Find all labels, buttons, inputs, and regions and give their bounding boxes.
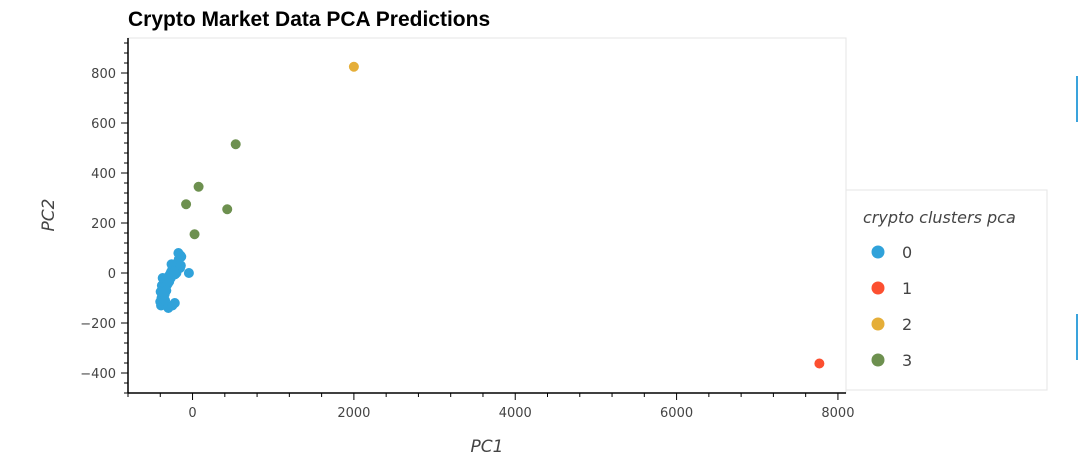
x-axis-label: PC1 bbox=[471, 437, 504, 457]
data-point-cluster-3 bbox=[189, 229, 200, 240]
legend-marker-3 bbox=[871, 353, 885, 367]
data-point-cluster-3 bbox=[181, 199, 192, 210]
data-point-cluster-0 bbox=[169, 266, 180, 277]
legend-label-3: 3 bbox=[902, 351, 912, 370]
y-tick-label: −200 bbox=[80, 317, 116, 332]
legend-marker-0 bbox=[871, 245, 885, 259]
y-tick-label: 800 bbox=[91, 67, 116, 82]
data-point-cluster-0 bbox=[173, 248, 184, 258]
legend-label-2: 2 bbox=[902, 315, 912, 334]
y-tick-label: −400 bbox=[80, 367, 116, 382]
x-tick-label: 2000 bbox=[337, 406, 370, 421]
legend-label-0: 0 bbox=[902, 243, 912, 262]
data-point-cluster-1 bbox=[814, 358, 825, 369]
legend-marker-2 bbox=[871, 317, 885, 331]
points-layer bbox=[155, 61, 825, 369]
data-point-cluster-0 bbox=[183, 268, 194, 278]
x-tick-label: 4000 bbox=[499, 406, 532, 421]
side-scroll-indicator-bottom bbox=[1076, 314, 1078, 360]
data-point-cluster-3 bbox=[193, 181, 204, 192]
data-point-cluster-3 bbox=[230, 139, 241, 150]
data-point-cluster-3 bbox=[222, 204, 233, 215]
legend-title: crypto clusters pca bbox=[863, 208, 1016, 227]
x-tick-label: 6000 bbox=[660, 406, 693, 421]
data-point-cluster-0 bbox=[169, 298, 180, 308]
chart-title: Crypto Market Data PCA Predictions bbox=[128, 8, 490, 31]
x-ticks: 0 2000 4000 6000 8000 bbox=[127, 393, 854, 421]
data-point-cluster-0 bbox=[161, 285, 172, 296]
side-scroll-indicator-top bbox=[1076, 76, 1078, 122]
x-tick-label: 8000 bbox=[821, 406, 854, 421]
x-tick-label: 0 bbox=[188, 406, 196, 421]
y-tick-label: 0 bbox=[108, 267, 116, 282]
y-ticks: −400 −200 0 200 400 600 800 bbox=[80, 42, 128, 394]
y-tick-label: 600 bbox=[91, 117, 116, 132]
y-tick-label: 400 bbox=[91, 167, 116, 182]
y-tick-label: 200 bbox=[91, 217, 116, 232]
legend-label-1: 1 bbox=[902, 279, 912, 298]
data-point-cluster-0 bbox=[175, 260, 186, 271]
legend: crypto clusters pca 0 1 2 3 bbox=[845, 189, 1048, 391]
plot-frame bbox=[127, 37, 847, 394]
legend-items: 0 1 2 3 bbox=[871, 243, 912, 370]
data-point-cluster-2 bbox=[348, 61, 359, 72]
y-axis-label: PC2 bbox=[39, 199, 59, 232]
legend-marker-1 bbox=[871, 281, 885, 295]
